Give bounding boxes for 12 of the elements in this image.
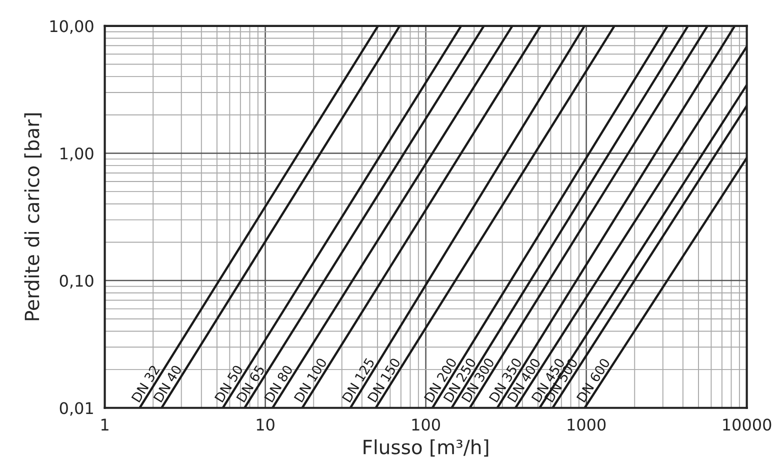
x-tick-label: 1: [101, 418, 108, 430]
x-tick-label: 10: [256, 418, 274, 431]
y-tick-label: 0,10: [60, 274, 94, 288]
y-axis-title: Perdite di carico [bar]: [24, 113, 42, 320]
x-axis-title: Flusso [m³/h]: [364, 439, 488, 457]
y-tick-label: 10,00: [50, 20, 94, 34]
x-tick-label: 1000: [568, 418, 606, 431]
x-tick-label: 100: [412, 418, 440, 431]
y-tick-label: 0,01: [60, 402, 93, 416]
y-tick-label: 1,00: [60, 147, 94, 162]
x-tick-label: 10000: [723, 418, 772, 431]
text: DN 80: [264, 364, 294, 403]
